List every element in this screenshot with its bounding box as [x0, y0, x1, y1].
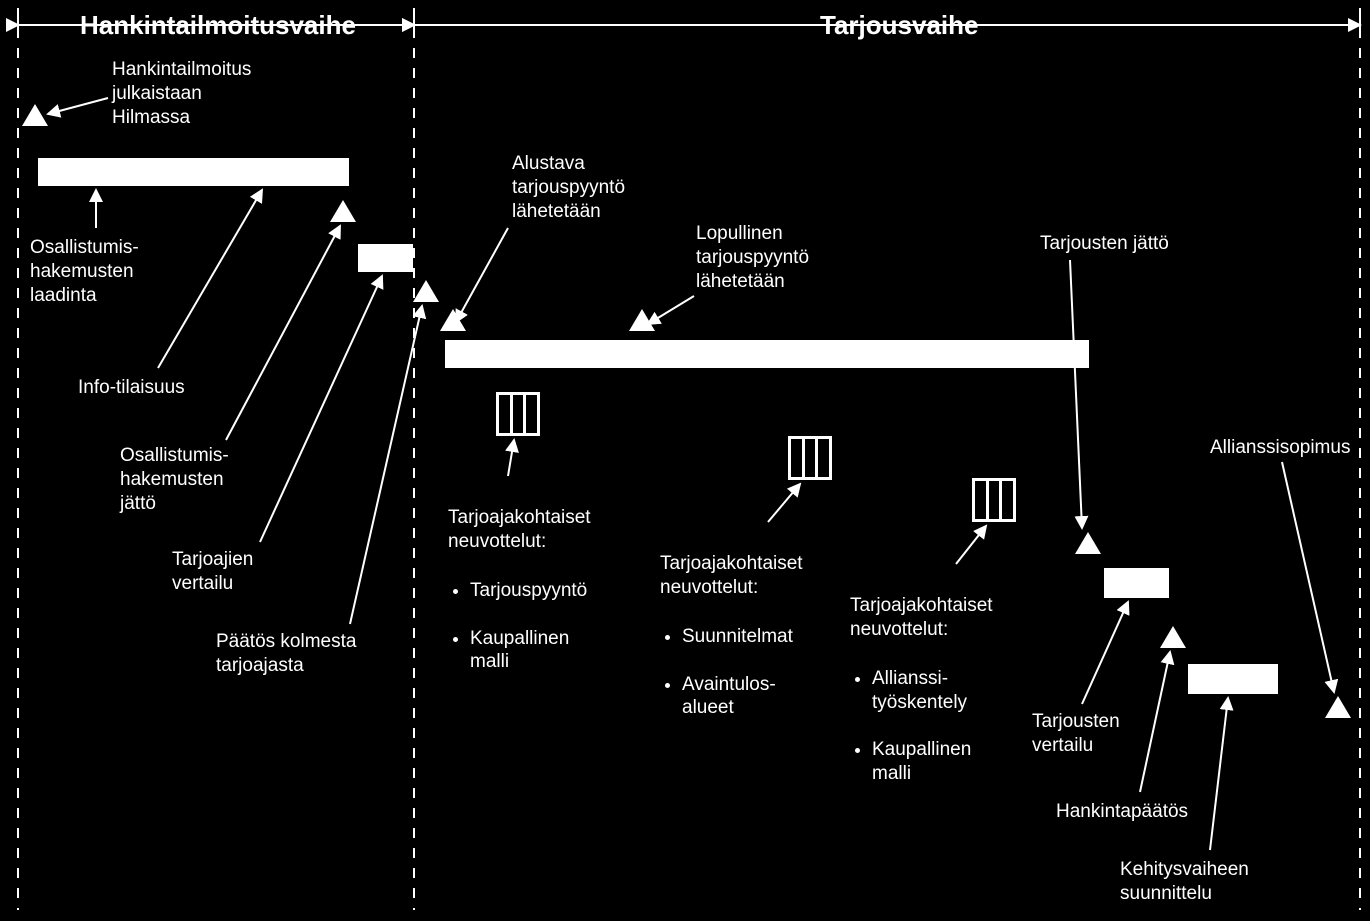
lbl-hilma: Hankintailmoitus julkaistaan Hilmassa [112, 58, 251, 129]
neg3-icon [972, 478, 1016, 522]
neg1-item-1: Kaupallinen malli [470, 627, 648, 675]
lbl-kehitys: Kehitysvaiheen suunnittelu [1120, 858, 1249, 906]
box-tarj-vert [1104, 568, 1169, 598]
neg2-items: Suunnitelmat Avaintulos- alueet [660, 601, 860, 744]
lbl-lopullinen: Lopullinen tarjouspyyntö lähetetään [696, 222, 809, 293]
tri-hilma [22, 104, 48, 126]
tri-lopullinen [629, 309, 655, 331]
lbl-tarj-jatto: Tarjousten jättö [1040, 232, 1169, 256]
lbl-vertailu1: Tarjoajien vertailu [172, 548, 253, 596]
neg3-items: Allianssi- työskentely Kaupallinen malli [850, 643, 1050, 809]
bar-tarjous [445, 340, 1089, 368]
lbl-allianssi: Allianssisopimus [1210, 436, 1350, 460]
tri-allianssi [1325, 696, 1351, 718]
neg2-heading: Tarjoajakohtaiset neuvottelut: [660, 553, 803, 598]
tri-jatto [330, 200, 356, 222]
lbl-paatos3: Päätös kolmesta tarjoajasta [216, 630, 356, 678]
box-vertailu1 [358, 244, 413, 272]
lbl-laadinta: Osallistumis- hakemusten laadinta [30, 236, 139, 307]
lbl-info: Info-tilaisuus [78, 376, 185, 400]
neg-block-1: Tarjoajakohtaiset neuvottelut: Tarjouspy… [448, 482, 648, 722]
neg3-item-0: Allianssi- työskentely [872, 667, 1050, 715]
phase2-title: Tarjousvaihe [820, 10, 978, 41]
neg-block-2: Tarjoajakohtaiset neuvottelut: Suunnitel… [660, 528, 860, 768]
bar-osallistumis [38, 158, 349, 186]
lbl-jatto: Osallistumis- hakemusten jättö [120, 444, 229, 515]
diagram-stage: Hankintailmoitusvaihe Tarjousvaihe Hanki… [0, 0, 1370, 921]
neg2-item-1: Avaintulos- alueet [682, 673, 860, 721]
neg3-item-1: Kaupallinen malli [872, 738, 1050, 786]
lbl-hankinta: Hankintapäätös [1056, 800, 1188, 824]
lbl-alustava: Alustava tarjouspyyntö lähetetään [512, 152, 625, 223]
neg1-item-0: Tarjouspyyntö [470, 579, 648, 603]
neg2-icon [788, 436, 832, 480]
neg3-heading: Tarjoajakohtaiset neuvottelut: [850, 595, 993, 640]
neg1-icon [496, 392, 540, 436]
neg2-item-0: Suunnitelmat [682, 625, 860, 649]
phase1-title: Hankintailmoitusvaihe [80, 10, 356, 41]
neg1-items: Tarjouspyyntö Kaupallinen malli [448, 555, 648, 698]
tri-alustava [440, 309, 466, 331]
box-kehitys [1188, 664, 1278, 694]
tri-paatos3 [413, 280, 439, 302]
neg-block-3: Tarjoajakohtaiset neuvottelut: Allianssi… [850, 570, 1050, 833]
tri-tarj-jatto [1075, 532, 1101, 554]
tri-hankinta [1160, 626, 1186, 648]
neg1-heading: Tarjoajakohtaiset neuvottelut: [448, 507, 591, 552]
